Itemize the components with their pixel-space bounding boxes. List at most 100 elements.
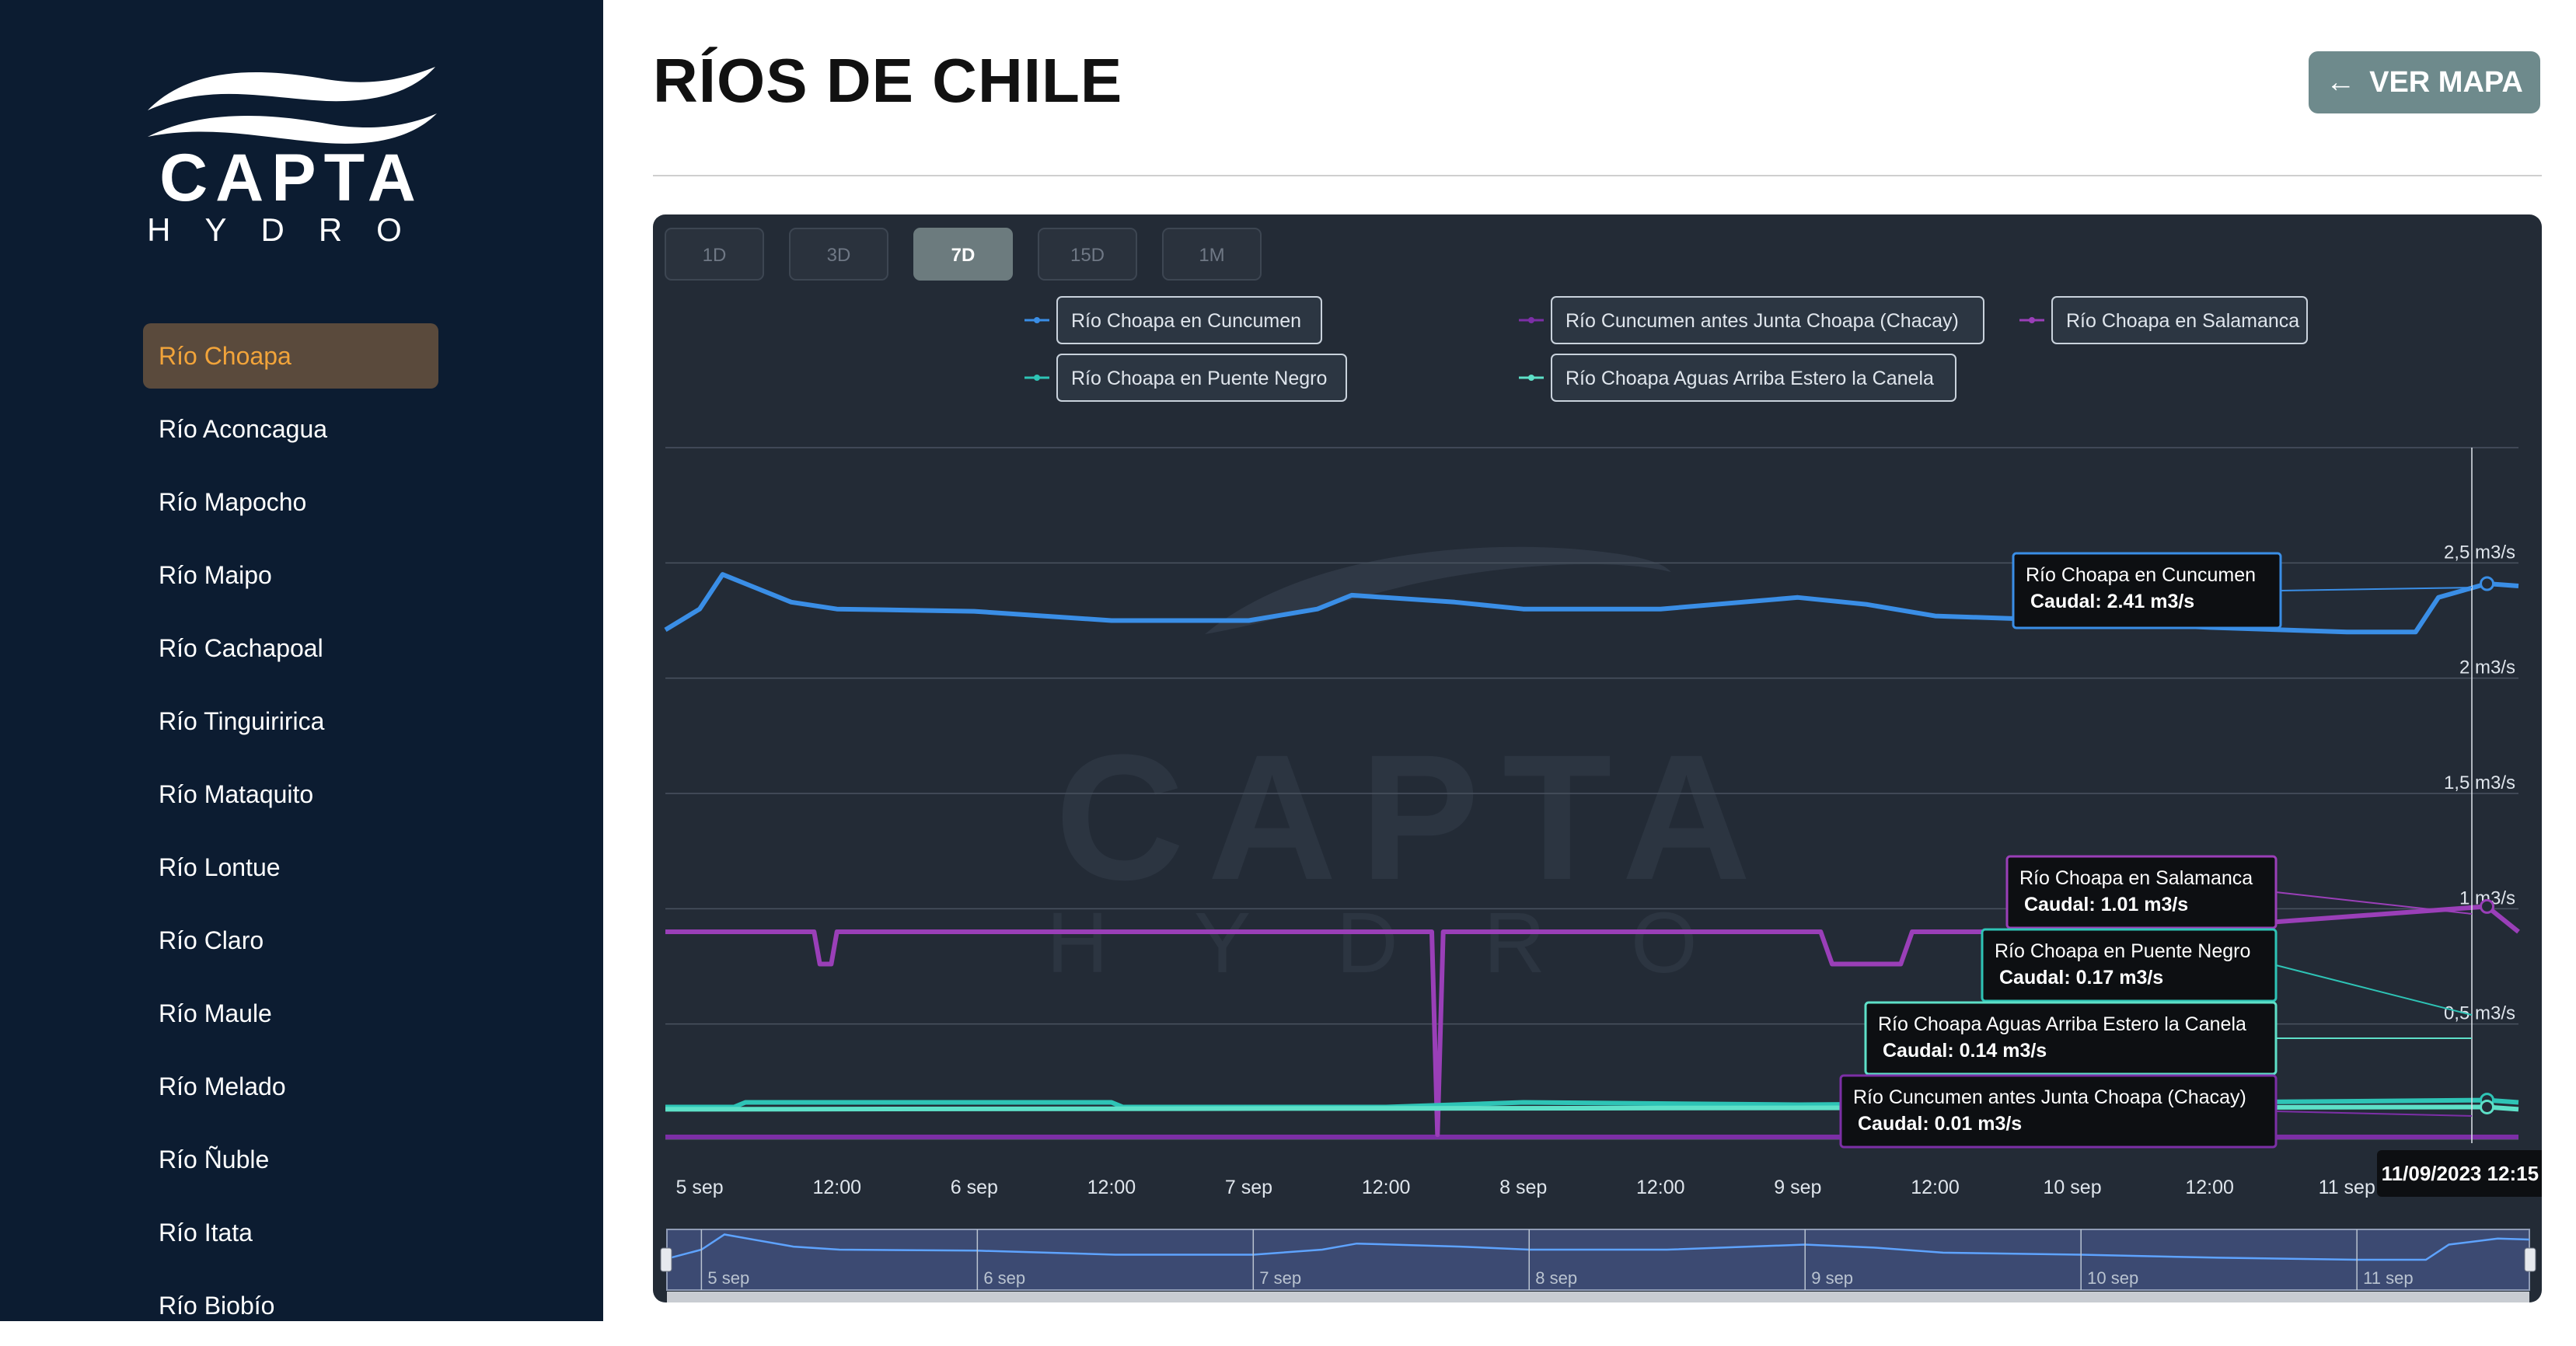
legend-item[interactable]: Río Cuncumen antes Junta Choapa (Chacay) [1519,296,1984,344]
sidebar-item[interactable]: Río Cachapoal [159,634,323,662]
tooltip-series: Río Choapa en Puente Negro [1995,940,2250,962]
navigator-scrollbar[interactable] [667,1292,2529,1302]
crosshair-label-box: 11/09/2023 12:15 pm [2377,1150,2542,1197]
x-axis: 5 sep 12:00 6 sep 12:00 7 sep 12:00 8 sep 12:00… [676,1177,2375,1198]
tooltip: Río Choapa en Puente Negro Caudal: 0.17 m… [1981,928,2473,1016]
navigator-tick-label: 8 sep [1535,1268,1577,1288]
capta-hydro-logo: CAPTA HYDRO [147,67,437,248]
legend-label: Río Choapa en Puente Negro [1071,368,1327,389]
hover-point [2480,1099,2495,1114]
tooltip-series: Río Choapa en Cuncumen [2026,564,2256,586]
sidebar-item[interactable]: Río Tinguiririca [159,707,325,735]
svg-text:CAPTA: CAPTA [159,141,424,215]
navigator-tick-label: 9 sep [1811,1268,1853,1288]
navigator-window[interactable] [666,1229,2530,1291]
x-tick-label: 12:00 [812,1177,861,1198]
navigator-series [666,1233,2530,1261]
navigator-handle-left[interactable] [660,1247,672,1272]
flow-chart[interactable]: 1D 3D 7D 15D 1M Río Choapa en Cuncumen Río Cu… [653,214,2542,1302]
y-tick-label: 1,5 m3/s [2444,772,2515,793]
legend-label: Río Cuncumen antes Junta Choapa (Chacay) [1565,310,1959,332]
sidebar-item[interactable]: Río Lontue [159,853,281,881]
crosshair-label: 11/09/2023 12:15 pm [2382,1162,2542,1185]
view-map-button[interactable]: ← VER MAPA [2309,51,2540,113]
navigator-tick-label: 6 sep [983,1268,1025,1288]
legend-item[interactable]: Río Choapa en Puente Negro [1024,354,1347,402]
sidebar-item[interactable]: Río Mataquito [159,780,314,808]
tooltip: Río Choapa en Cuncumen Caudal: 2.41 m3/s [2012,552,2473,629]
sidebar-item[interactable]: Río Mapocho [159,488,307,516]
x-tick-label: 9 sep [1774,1177,1821,1198]
legend-label: Río Choapa en Salamanca [2066,310,2299,332]
svg-text:HYDRO: HYDRO [147,211,436,248]
x-tick-label: 11 sep [2319,1177,2375,1198]
sidebar-item[interactable]: Río Melado [159,1072,286,1100]
svg-text:CAPTA: CAPTA [1055,717,1774,917]
main-content: RÍOS DE CHILE ← VER MAPA 1D 3D 7D 15D 1M Río… [603,0,2576,1321]
tooltip-value: Caudal: 2.41 m3/s [2030,591,2194,612]
river-list: Río Choapa Río Aconcagua Río Mapocho Río Ma… [143,323,438,1346]
legend-label: Río Choapa en Cuncumen [1071,310,1301,332]
sidebar: CAPTA HYDRO Río Choapa Río Aconcagua Río M… [0,0,603,1321]
tooltip-series: Río Choapa Aguas Arriba Estero la Canela [1878,1013,2246,1035]
tooltip-value: Caudal: 0.17 m3/s [1999,967,2163,989]
range-button-label: 3D [827,245,851,266]
x-tick-label: 8 sep [1499,1177,1547,1198]
sidebar-item[interactable]: Río Choapa [143,323,438,389]
sidebar-item[interactable]: Río Biobío [159,1292,275,1320]
tooltip: Río Choapa Aguas Arriba Estero la Canela… [1864,1001,2472,1076]
navigator-tick-label: 5 sep [707,1268,749,1288]
arrow-left-icon: ← [2326,65,2356,99]
tooltip-series: Río Cuncumen antes Junta Choapa (Chacay) [1853,1086,2246,1108]
y-tick-label: 0,5 m3/s [2444,1003,2515,1024]
x-tick-label: 6 sep [951,1177,998,1198]
sidebar-item[interactable]: Río Maule [159,999,272,1027]
tooltip: Río Choapa en Salamanca Caudal: 1.01 m3/s [2005,855,2473,929]
x-tick-label: 12:00 [1362,1177,1411,1198]
hover-point [2480,898,2495,914]
svg-text:HYDRO: HYDRO [1046,895,1782,991]
sidebar-item[interactable]: Río Maipo [159,561,272,589]
header-divider [653,175,2542,176]
range-button-label: 1M [1199,245,1224,266]
range-button-label: 7D [951,245,976,266]
hover-point [2480,576,2495,591]
page-title: RÍOS DE CHILE [653,46,1123,115]
sidebar-item[interactable]: Río Itata [159,1219,253,1247]
x-tick-label: 12:00 [2185,1177,2234,1198]
legend-item[interactable]: Río Choapa Aguas Arriba Estero la Canela [1519,354,1956,402]
tooltip-series: Río Choapa en Salamanca [2019,867,2253,889]
view-map-label: VER MAPA [2369,65,2523,99]
range-button-label: 15D [1070,245,1105,266]
range-button[interactable]: 3D [789,228,888,281]
x-tick-label: 12:00 [1911,1177,1960,1198]
x-tick-label: 5 sep [676,1177,724,1198]
navigator-tick-label: 10 sep [2087,1268,2138,1288]
x-tick-label: 12:00 [1087,1177,1136,1198]
chart-panel: 1D 3D 7D 15D 1M Río Choapa en Cuncumen Río Cu… [653,214,2542,1302]
navigator-tick-label: 11 sep [2363,1268,2413,1288]
range-button[interactable]: 1D [665,228,764,281]
range-button[interactable]: 7D [913,228,1013,281]
x-tick-label: 12:00 [1636,1177,1685,1198]
tooltip: Río Cuncumen antes Junta Choapa (Chacay)… [1839,1074,2473,1149]
tooltip-value: Caudal: 0.14 m3/s [1883,1040,2047,1062]
y-tick-label: 2,5 m3/s [2444,542,2515,563]
range-button[interactable]: 15D [1038,228,1137,281]
navigator-handle-right[interactable] [2524,1247,2536,1272]
range-navigator: 5 sep 6 sep 7 sep 8 sep 9 sep 10 sep 11 sep [660,1229,2536,1302]
tooltip-value: Caudal: 1.01 m3/s [2024,894,2188,915]
range-button-label: 1D [703,245,727,266]
sidebar-item[interactable]: Río Claro [159,926,264,954]
watermark: CAPTA HYDRO [1046,546,1782,991]
legend-label: Río Choapa Aguas Arriba Estero la Canela [1565,368,1934,389]
x-tick-label: 10 sep [2044,1177,2102,1198]
legend-item[interactable]: Río Choapa en Cuncumen [1024,296,1322,344]
series-line [664,572,2519,635]
range-button[interactable]: 1M [1162,228,1262,281]
y-tick-label: 2 m3/s [2459,657,2515,678]
sidebar-item[interactable]: Río Aconcagua [159,415,328,443]
sidebar-item[interactable]: Río Ñuble [159,1145,270,1173]
legend-item[interactable]: Río Choapa en Salamanca [2019,296,2308,344]
